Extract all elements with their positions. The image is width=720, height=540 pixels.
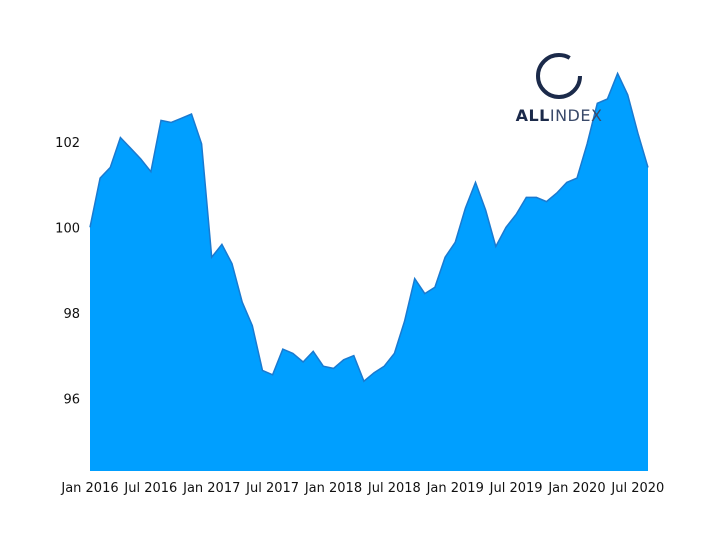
logo-light: INDEX	[550, 106, 603, 125]
area	[90, 73, 648, 472]
line	[89, 71, 649, 383]
x-tick-label: Jan 2016	[60, 481, 118, 496]
x-tick-label: Jul 2017	[245, 481, 299, 496]
x-tick-label: Jan 2020	[547, 481, 605, 496]
logo: ALLINDEX	[516, 53, 603, 125]
logo-ring	[536, 53, 582, 99]
x-tick-label: Jan 2017	[182, 481, 240, 496]
x-tick-label: Jul 2019	[489, 481, 543, 496]
x-tick-label: Jul 2018	[367, 481, 421, 496]
plot: 96 98 100 102 Jan 2016 Jul 2016 Jan 2017 Jul 20…	[55, 71, 664, 496]
y-tick-label: 100	[55, 221, 80, 236]
logo-bold: ALL	[516, 106, 550, 125]
x-tick-label: Jul 2016	[123, 481, 177, 496]
logo-text: ALLINDEX	[516, 106, 603, 125]
x-tick-label: Jan 2018	[304, 481, 362, 496]
y-tick-label: 98	[63, 307, 80, 322]
x-tick-label: Jul 2020	[610, 481, 664, 496]
y-tick-label: 102	[55, 136, 80, 151]
x-tick-label: Jan 2019	[426, 481, 484, 496]
y-tick-label: 96	[63, 392, 80, 407]
